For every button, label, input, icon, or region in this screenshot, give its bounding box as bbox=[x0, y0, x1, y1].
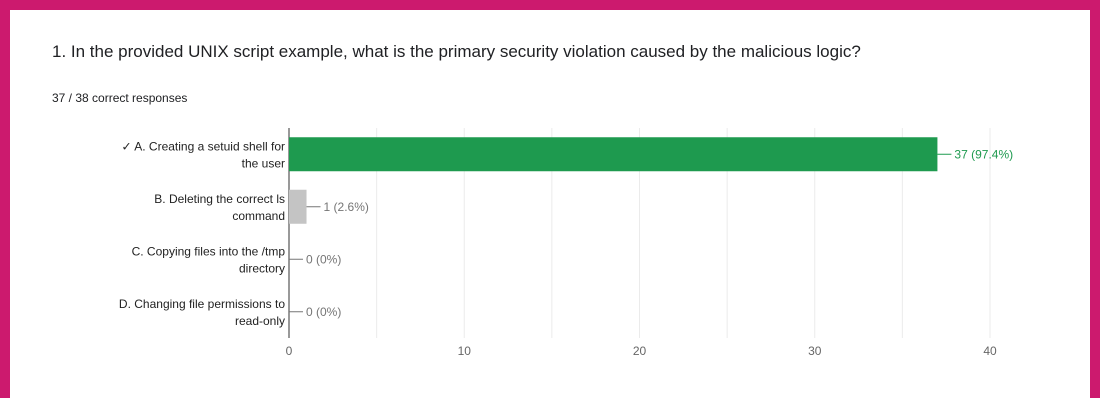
category-label-line: the user bbox=[242, 156, 285, 170]
category-label: D. Changing file permissions to read-only bbox=[119, 297, 285, 328]
bar bbox=[289, 189, 307, 224]
category-label: B. Deleting the correct ls command bbox=[154, 192, 285, 223]
data-label: 0 (0%) bbox=[306, 252, 341, 266]
category-label: ✓ A. Creating a setuid shell for the user bbox=[122, 139, 285, 170]
response-summary: 37 / 38 correct responses bbox=[52, 91, 188, 105]
x-tick-label: 10 bbox=[458, 344, 472, 358]
x-tick-label: 30 bbox=[808, 344, 822, 358]
x-tick-label: 40 bbox=[983, 344, 997, 358]
data-label: 1 (2.6%) bbox=[324, 200, 369, 214]
data-label: 0 (0%) bbox=[306, 305, 341, 319]
category-label-line: B. Deleting the correct ls bbox=[154, 192, 285, 206]
category-label-line: ✓ A. Creating a setuid shell for bbox=[122, 139, 285, 153]
bar bbox=[289, 137, 938, 172]
category-label-line: C. Copying files into the /tmp bbox=[132, 244, 286, 258]
category-label: C. Copying files into the /tmp directory bbox=[132, 244, 286, 275]
category-label-line: command bbox=[232, 209, 285, 223]
x-tick-label: 0 bbox=[286, 344, 293, 358]
category-label-line: read-only bbox=[235, 314, 285, 328]
question-title: 1. In the provided UNIX script example, … bbox=[52, 42, 861, 61]
x-tick-label: 20 bbox=[633, 344, 647, 358]
data-label: 37 (97.4%) bbox=[954, 147, 1013, 161]
category-label-line: directory bbox=[239, 261, 285, 275]
category-label-line: D. Changing file permissions to bbox=[119, 297, 285, 311]
